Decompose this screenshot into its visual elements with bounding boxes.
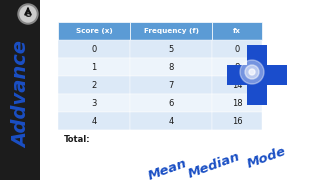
Text: 14: 14 bbox=[232, 80, 242, 89]
Bar bbox=[212, 76, 262, 94]
Text: 2: 2 bbox=[92, 80, 97, 89]
Text: 18: 18 bbox=[232, 98, 242, 107]
Bar bbox=[58, 94, 130, 112]
Bar bbox=[247, 45, 267, 105]
Bar bbox=[130, 94, 212, 112]
Text: 1: 1 bbox=[92, 62, 97, 71]
Text: 6: 6 bbox=[168, 98, 174, 107]
Circle shape bbox=[240, 60, 264, 84]
Text: Score (x): Score (x) bbox=[76, 28, 112, 34]
Bar bbox=[58, 130, 262, 148]
Bar bbox=[227, 65, 287, 85]
Circle shape bbox=[20, 6, 36, 22]
Bar bbox=[212, 58, 262, 76]
Bar bbox=[130, 22, 212, 40]
Bar bbox=[40, 0, 320, 180]
Circle shape bbox=[18, 4, 38, 24]
Bar bbox=[58, 58, 130, 76]
Text: fx: fx bbox=[233, 28, 241, 34]
Text: 16: 16 bbox=[232, 116, 242, 125]
Text: Mean: Mean bbox=[147, 157, 189, 180]
Text: 7: 7 bbox=[168, 80, 174, 89]
Bar bbox=[212, 94, 262, 112]
Text: 5: 5 bbox=[168, 44, 174, 53]
Bar bbox=[130, 58, 212, 76]
Text: 4: 4 bbox=[168, 116, 174, 125]
Text: 0: 0 bbox=[234, 44, 240, 53]
Text: Mode: Mode bbox=[246, 145, 288, 171]
Text: 8: 8 bbox=[168, 62, 174, 71]
Bar bbox=[58, 22, 130, 40]
Text: e: e bbox=[25, 9, 31, 19]
Circle shape bbox=[249, 69, 255, 75]
Bar bbox=[58, 40, 130, 58]
Bar bbox=[130, 76, 212, 94]
Bar bbox=[130, 112, 212, 130]
Text: 4: 4 bbox=[92, 116, 97, 125]
Bar bbox=[212, 22, 262, 40]
Text: Total:: Total: bbox=[64, 134, 91, 143]
Bar bbox=[130, 40, 212, 58]
Bar bbox=[212, 40, 262, 58]
Circle shape bbox=[245, 65, 259, 79]
Bar bbox=[212, 112, 262, 130]
Bar bbox=[58, 112, 130, 130]
Text: 8: 8 bbox=[234, 62, 240, 71]
Text: Median: Median bbox=[186, 150, 242, 180]
Text: Frequency (f): Frequency (f) bbox=[143, 28, 198, 34]
Text: 0: 0 bbox=[92, 44, 97, 53]
Text: Addvance: Addvance bbox=[12, 41, 31, 148]
Bar bbox=[58, 76, 130, 94]
Text: 3: 3 bbox=[91, 98, 97, 107]
